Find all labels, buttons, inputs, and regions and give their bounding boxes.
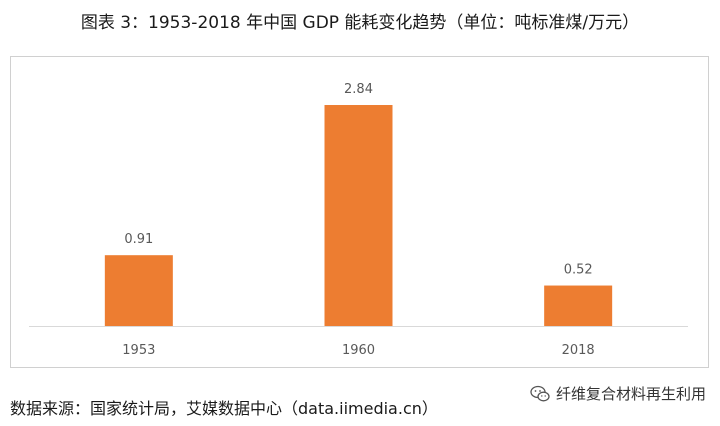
- wechat-icon: [530, 385, 550, 403]
- watermark-text: 纤维复合材料再生利用: [555, 385, 706, 403]
- watermark: 纤维复合材料再生利用: [530, 383, 706, 404]
- x-tick-label-2018: 2018: [562, 343, 595, 358]
- bar-1953: [104, 255, 173, 326]
- bar-chart: 0.91 1953 2.84 1960 0.52 2018: [29, 82, 688, 358]
- data-label-1960: 2.84: [344, 82, 373, 97]
- source-note: 数据来源：国家统计局，艾媒数据中心（data.iimedia.cn）: [10, 399, 438, 418]
- chart-title: 图表 3：1953-2018 年中国 GDP 能耗变化趋势（单位：吨标准煤/万元…: [80, 13, 640, 33]
- x-tick-label-1960: 1960: [342, 343, 375, 358]
- bar-1960: [324, 105, 393, 326]
- chart-frame: 0.91 1953 2.84 1960 0.52 2018: [10, 56, 709, 368]
- x-tick-label-1953: 1953: [122, 343, 155, 358]
- data-label-2018: 0.52: [564, 263, 593, 278]
- data-label-1953: 0.91: [124, 232, 153, 247]
- bar-2018: [544, 285, 613, 326]
